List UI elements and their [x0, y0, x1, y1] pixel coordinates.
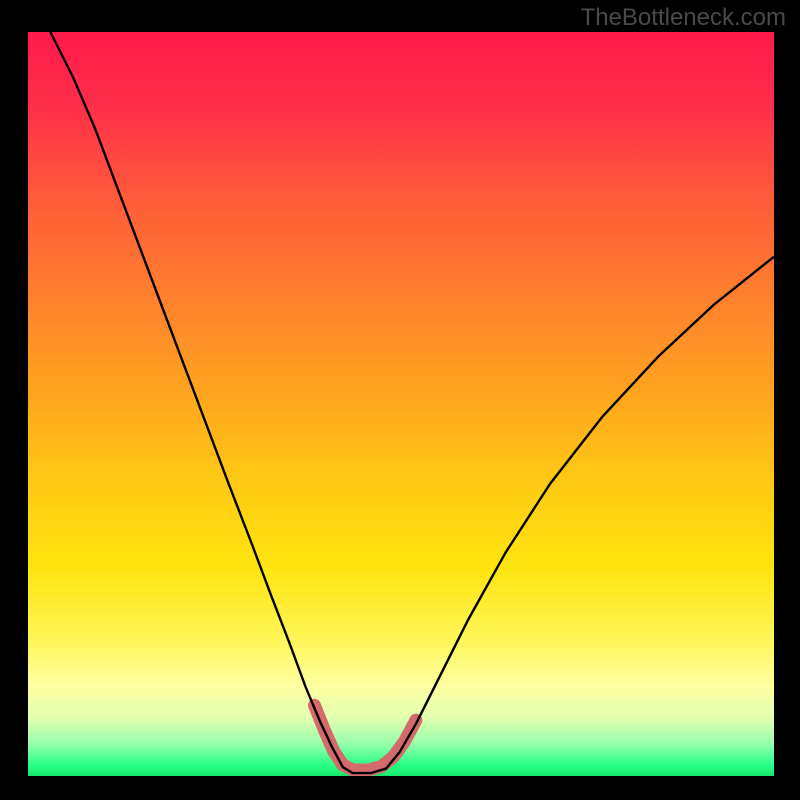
highlight-segment [314, 705, 415, 770]
bottleneck-curve [50, 32, 774, 773]
watermark-text: TheBottleneck.com [581, 4, 786, 32]
plot-area [28, 32, 774, 776]
curve-svg [28, 32, 774, 776]
